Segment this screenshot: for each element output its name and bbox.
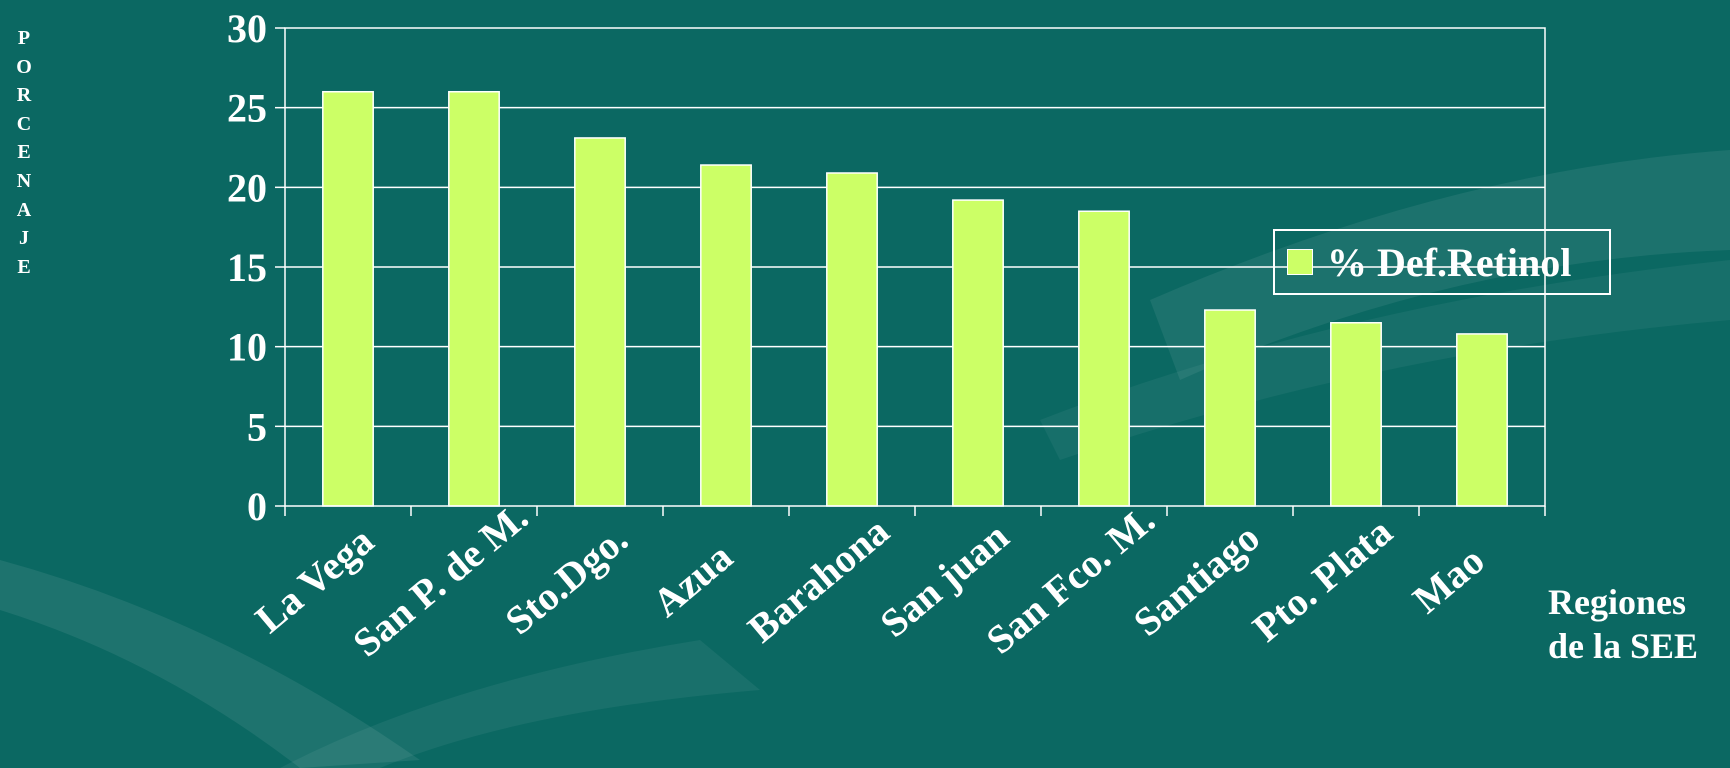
bar-5 [826,172,878,507]
y-tick-label: 5 [247,404,267,449]
y-axis-label-letter: J [19,227,29,250]
y-axis-label-letter: N [16,169,32,192]
bar-3 [574,137,626,507]
bar-9 [1330,322,1382,507]
x-tick-label: Azua [644,534,741,626]
y-axis-label-letter: P [17,27,31,49]
y-axis-label-letter: E [17,255,31,278]
y-tick-label: 30 [227,6,267,51]
bar-4 [700,164,752,507]
bar-7 [1078,210,1130,507]
legend-swatch [1287,249,1313,275]
legend: % Def.Retinol [1273,229,1611,295]
y-axis-label-letter: R [16,84,32,107]
bar-2 [448,90,500,507]
x-axis-label: Regiones de la SEE [1548,580,1698,668]
y-axis-label-letter: C [16,112,32,135]
bars [322,90,1508,507]
y-axis-label-letter: A [16,198,32,221]
x-axis-label-line-2: de la SEE [1548,626,1699,666]
x-tick-label: Mao [1404,537,1492,621]
bar-1 [322,90,374,507]
y-axis-label-letter: E [17,141,31,164]
legend-label: % Def.Retinol [1327,239,1572,285]
y-tick-label: 25 [227,86,267,131]
x-axis-label-line-1: Regiones [1548,582,1686,622]
bar-6 [952,199,1004,507]
bar-8 [1204,309,1256,507]
y-tick-label: 10 [227,325,267,370]
bar-10 [1456,333,1508,507]
y-tick-label: 20 [227,165,267,210]
y-tick-label: 0 [247,484,267,529]
y-tick-labels: 0 5 10 15 20 25 30 [227,6,267,529]
y-axis-label-letter: O [16,55,32,78]
x-tick-label: San P. de M. [344,494,536,665]
x-tick-label: San Fco. M. [978,497,1164,663]
x-tick-label: Pto. Plata [1244,509,1401,651]
x-tick-label: Barahona [739,508,897,651]
axes [275,27,1546,516]
y-tick-label: 15 [227,245,267,290]
